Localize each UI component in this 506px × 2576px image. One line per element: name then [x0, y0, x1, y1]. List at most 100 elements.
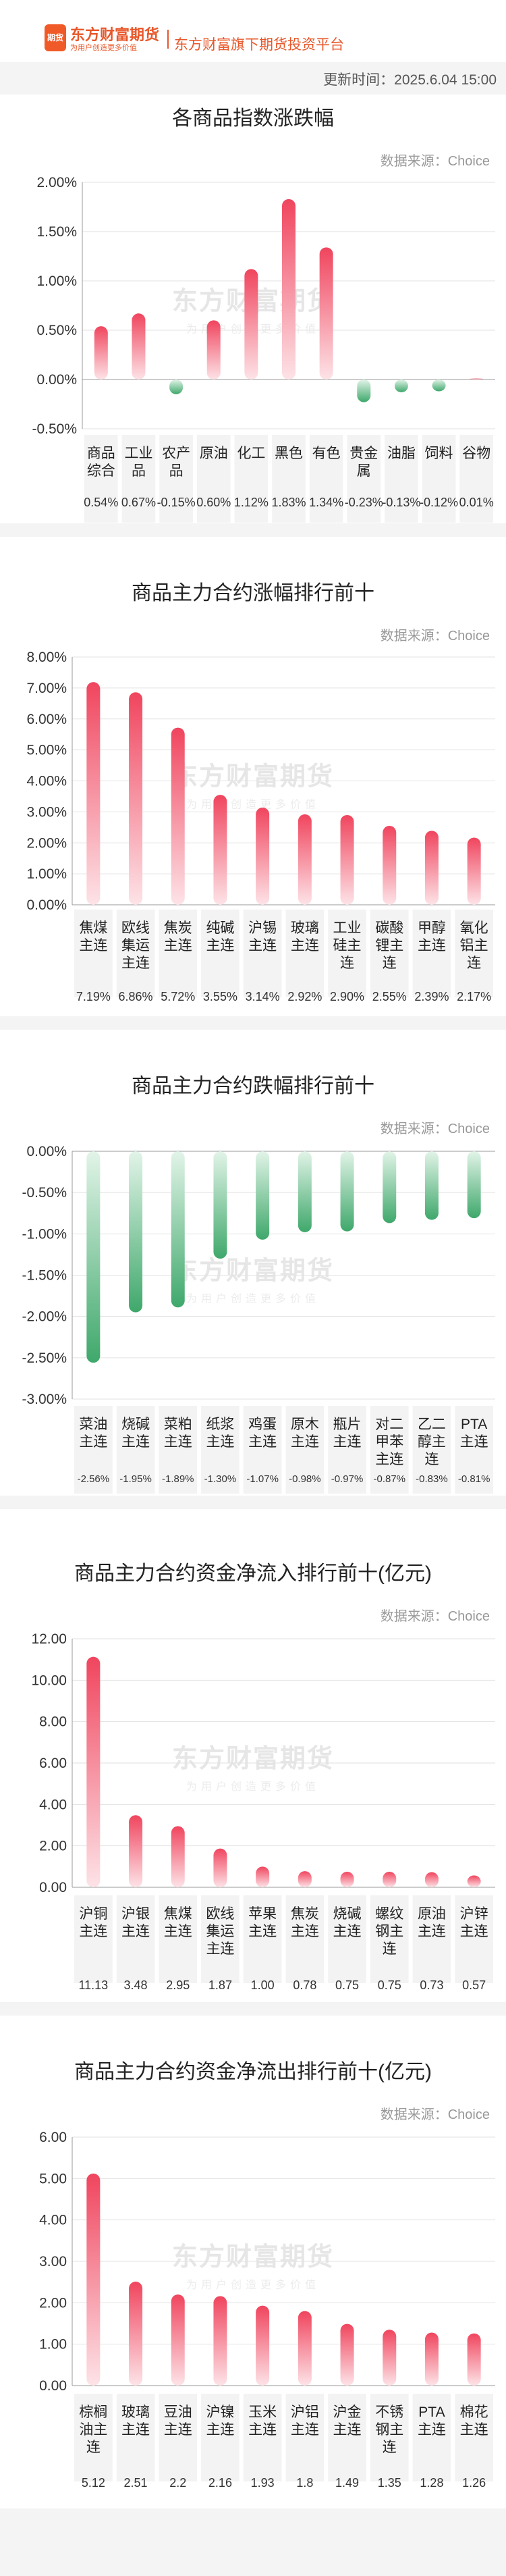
bar [171, 1826, 185, 1887]
value-label: 3.48 [124, 1978, 148, 1992]
category-label: 主连 [418, 938, 446, 953]
bar [171, 727, 185, 905]
value-label: 3.14% [246, 990, 280, 1003]
category-label: 连 [383, 2440, 397, 2455]
value-label: 0.67% [121, 496, 156, 509]
value-label: -2.56% [78, 1473, 110, 1485]
category-label: 连 [340, 955, 354, 971]
category-label: 棉花 [460, 2404, 488, 2420]
bar [129, 692, 143, 905]
section-top-inflows: 商品主力合约资金净流入排行前十(亿元) 数据来源：Choice 东方财富期货 为用… [0, 1509, 506, 2002]
category-label: 综合 [87, 463, 115, 479]
category-label: 商品 [87, 446, 115, 461]
bar [213, 2296, 227, 2386]
category-cell [347, 435, 381, 523]
category-cell [159, 910, 198, 997]
value-label: 2.17% [457, 990, 491, 1003]
bar [424, 1872, 439, 1887]
platform-title: 东方财富旗下期货投资平台 [174, 37, 344, 53]
category-cell [412, 1895, 451, 1983]
category-label: 焦炭 [291, 1906, 319, 1922]
category-label: 沪镍 [206, 2404, 234, 2420]
value-label: 1.00 [251, 1978, 275, 1992]
category-label: 主连 [79, 938, 107, 953]
category-label: 主连 [460, 1434, 488, 1450]
category-label: 主连 [206, 1434, 234, 1450]
value-label: 1.49 [335, 2476, 359, 2490]
y-tick-label: -2.00% [22, 1309, 67, 1325]
category-label: 沪铝 [291, 2404, 319, 2420]
category-label: 连 [424, 1452, 439, 1467]
category-cell [328, 1406, 366, 1494]
logo-name: 东方财富期货 [70, 26, 160, 44]
category-cell [121, 435, 156, 523]
value-label: -0.83% [416, 1473, 448, 1485]
data-source: 数据来源：Choice [380, 629, 490, 643]
category-label: 钢主 [375, 1924, 403, 1939]
section-top-losers: 商品主力合约跌幅排行前十 数据来源：Choice 东方财富期货 为用户创造更多价值… [0, 1030, 506, 1496]
value-label: 2.55% [372, 990, 407, 1003]
y-tick-label: 0.00% [26, 897, 67, 913]
category-label: 菜粕 [164, 1417, 192, 1432]
category-label: 原油 [200, 446, 228, 461]
y-tick-label: 3.00 [39, 2254, 67, 2269]
data-source: 数据来源：Choice [380, 154, 490, 169]
bar [357, 379, 371, 402]
category-cell [196, 435, 231, 523]
category-label: 主连 [79, 1924, 107, 1939]
category-label: 连 [86, 2440, 101, 2455]
category-label: 主连 [291, 1924, 319, 1939]
category-cell [455, 1895, 493, 1983]
bar [424, 2332, 439, 2386]
category-cell [116, 1895, 155, 1983]
bar [256, 807, 270, 905]
category-cell [116, 910, 155, 997]
category-label: 焦煤 [164, 1906, 192, 1922]
bar [383, 1872, 397, 1887]
category-label: 沪锌 [460, 1906, 488, 1922]
category-cell [459, 435, 493, 523]
category-label: 农产 [162, 446, 190, 461]
category-label: 主连 [460, 1924, 488, 1939]
watermark-text: 东方财富期货 [172, 1255, 334, 1286]
bar [86, 682, 101, 905]
category-label: 沪银 [121, 1906, 150, 1922]
bar [213, 1848, 227, 1887]
category-label: 主连 [460, 2422, 488, 2438]
category-cell [412, 910, 451, 997]
value-label: 1.8 [296, 2476, 313, 2490]
section-top-gainers: 商品主力合约涨幅排行前十 数据来源：Choice 东方财富期货 为用户创造更多价值… [0, 537, 506, 1016]
bar [129, 1815, 143, 1887]
y-tick-label: 12.00 [31, 1631, 67, 1647]
category-cell [74, 910, 113, 997]
bar [340, 1151, 354, 1232]
category-label: 焦煤 [79, 920, 107, 936]
header: 期货 东方财富期货 为用户创造更多价值 东方财富旗下期货投资平台 [0, 0, 506, 62]
y-tick-label: 1.00% [36, 273, 77, 289]
y-tick-label: -1.00% [22, 1226, 67, 1242]
logo-slogan: 为用户创造更多价值 [70, 44, 137, 52]
value-label: 0.75 [335, 1978, 359, 1992]
y-tick-label: 4.00 [39, 2213, 67, 2228]
category-label: 对二 [375, 1417, 403, 1432]
category-label: 醇主 [418, 1434, 446, 1450]
category-label: 集运 [121, 938, 150, 953]
bar [319, 247, 333, 379]
bar [298, 2311, 312, 2386]
value-label: 2.16 [208, 2476, 232, 2490]
value-label: -1.30% [204, 1473, 237, 1485]
category-cell [370, 910, 409, 997]
value-label: 0.60% [196, 496, 231, 509]
section-title: 商品主力合约资金净流出排行前十(亿元) [74, 2061, 432, 2083]
category-label: 主连 [248, 1924, 277, 1939]
value-label: 2.92% [287, 990, 322, 1003]
category-label: 主连 [164, 1434, 192, 1450]
y-tick-label: -0.50% [22, 1185, 67, 1201]
bar [132, 313, 146, 379]
category-cell [285, 910, 325, 997]
value-label: 2.90% [330, 990, 364, 1003]
category-label: 螺纹 [375, 1906, 403, 1922]
category-label: 黑色 [275, 446, 303, 461]
